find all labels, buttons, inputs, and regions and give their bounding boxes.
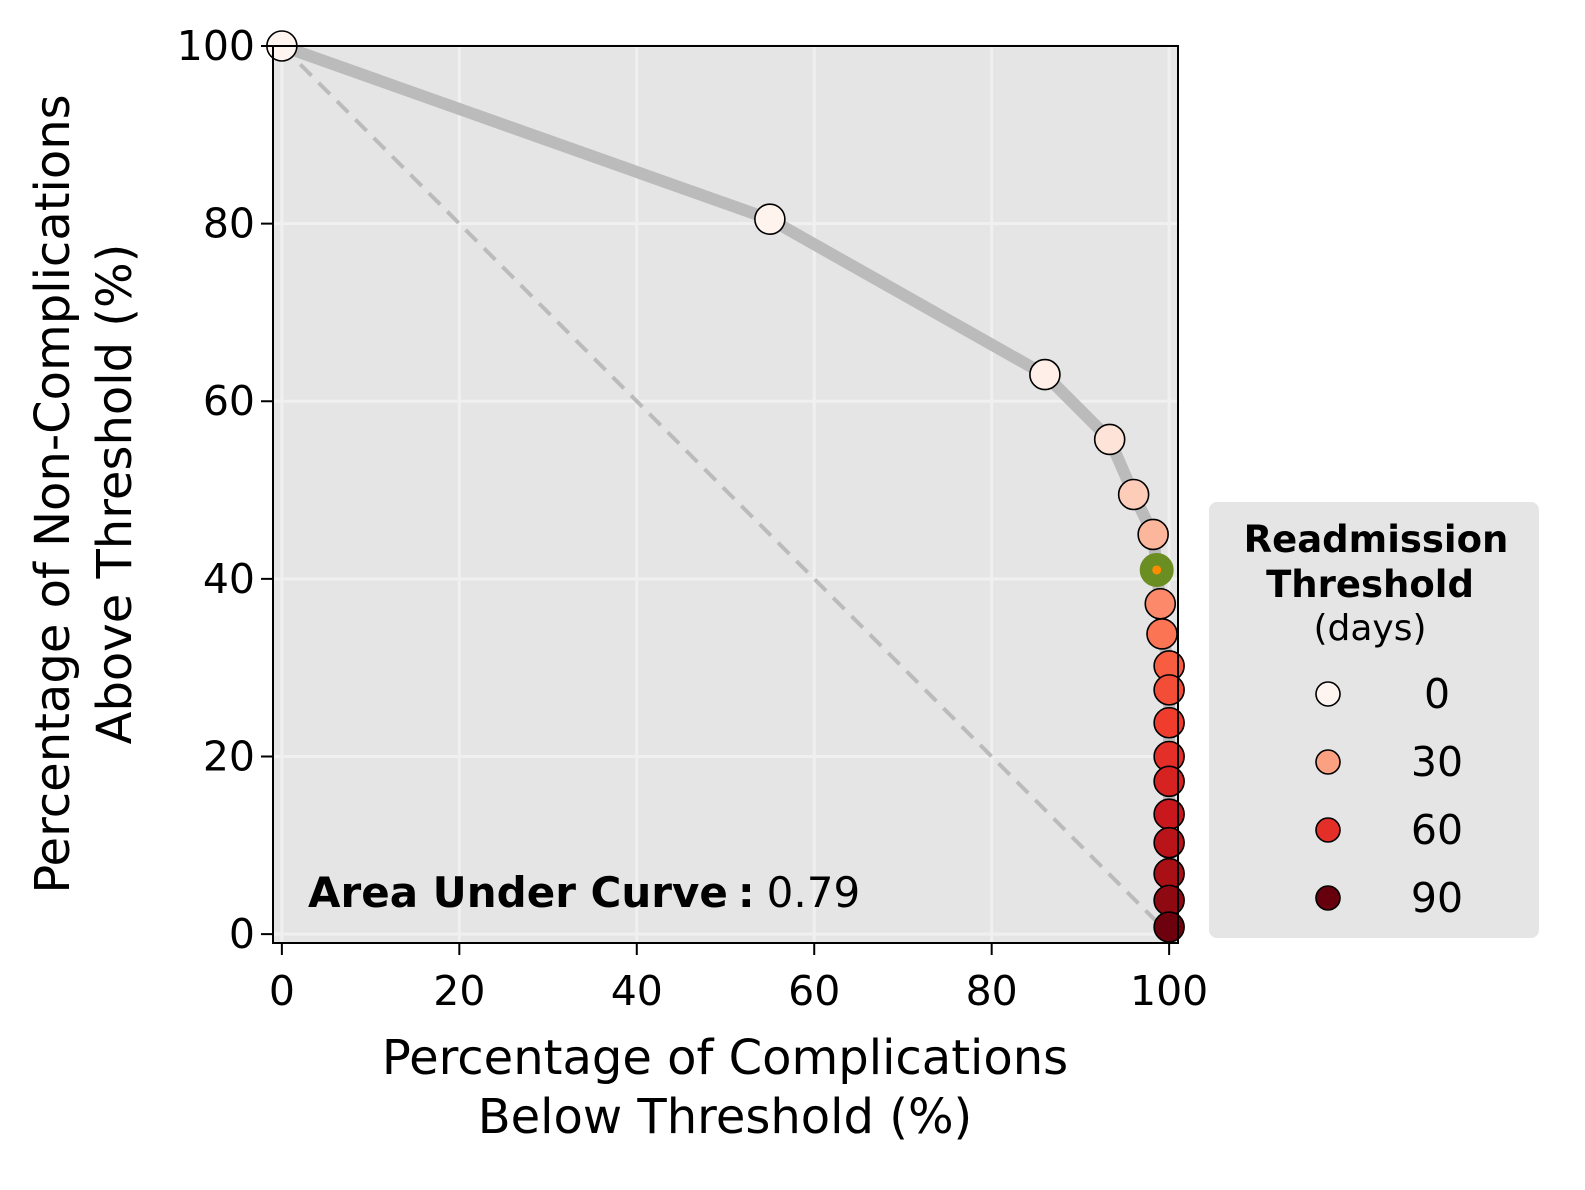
- data-point: [1137, 518, 1169, 551]
- data-point: [1153, 674, 1185, 706]
- legend-marker: [1315, 681, 1341, 707]
- legend-marker: [1315, 749, 1341, 775]
- data-point: [1153, 798, 1185, 831]
- data-point: [1144, 587, 1177, 620]
- y-axis-label-line-2: Above Threshold (%): [87, 244, 143, 745]
- x-tick-label: 60: [788, 967, 840, 1015]
- x-tick-label: 100: [1130, 967, 1208, 1015]
- y-tick-label: 20: [203, 732, 255, 780]
- legend-marker: [1315, 885, 1341, 911]
- y-tick-label: 60: [203, 377, 255, 425]
- data-point: [1153, 857, 1185, 890]
- data-point: [1146, 618, 1178, 650]
- y-tick-label: 0: [229, 910, 255, 958]
- x-axis-label-line-2: Below Threshold (%): [478, 1089, 973, 1145]
- legend-entry-label: 0: [1424, 670, 1450, 718]
- data-point: [1029, 358, 1061, 391]
- legend-title-line-2: Threshold: [1266, 563, 1474, 606]
- axis-ticks: 0 20 40 60 80 100 0 20 40 60 80 100: [177, 22, 1209, 1015]
- y-tick-label: 80: [203, 200, 255, 248]
- legend-marker: [1315, 817, 1341, 843]
- data-point: [1153, 911, 1185, 943]
- data-points: [266, 30, 1185, 943]
- data-point: [1153, 765, 1185, 798]
- x-tick-label: 80: [966, 967, 1018, 1015]
- y-tick-label: 100: [177, 22, 255, 70]
- data-point: [1153, 884, 1185, 917]
- legend-title-line-1: Readmission: [1244, 518, 1509, 561]
- legend-entry-label: 90: [1411, 874, 1463, 922]
- legend: Readmission Threshold (days) 0 30 60 90: [1209, 502, 1539, 938]
- data-point: [1117, 478, 1150, 511]
- auc-separator: :: [738, 868, 755, 917]
- legend-subtitle: (days): [1313, 608, 1426, 649]
- grid-lines: [273, 44, 1178, 943]
- highlight-point-center: [1152, 565, 1162, 575]
- x-tick-label: 20: [433, 967, 485, 1015]
- auc-label: Area Under Curve: [308, 868, 728, 917]
- auc-annotation: Area Under Curve:0.79: [308, 868, 860, 917]
- y-tick-label: 40: [203, 555, 255, 603]
- data-point: [1093, 423, 1126, 456]
- data-point: [754, 203, 786, 235]
- legend-entry-label: 60: [1411, 806, 1463, 854]
- x-tick-label: 0: [269, 967, 295, 1015]
- data-point: [1153, 826, 1185, 859]
- y-axis-label-line-1: Percentage of Non-Complications: [25, 94, 81, 893]
- data-point: [1153, 706, 1185, 739]
- reference-diagonal-line: [280, 44, 1171, 936]
- x-axis-label-line-1: Percentage of Complications: [382, 1030, 1068, 1086]
- x-tick-label: 40: [611, 967, 663, 1015]
- legend-box: [1209, 502, 1539, 938]
- legend-entry-label: 30: [1411, 738, 1463, 786]
- legend-entries: 0 30 60 90: [1315, 670, 1463, 922]
- plot-frame: [272, 45, 1179, 944]
- auc-value: 0.79: [767, 868, 861, 917]
